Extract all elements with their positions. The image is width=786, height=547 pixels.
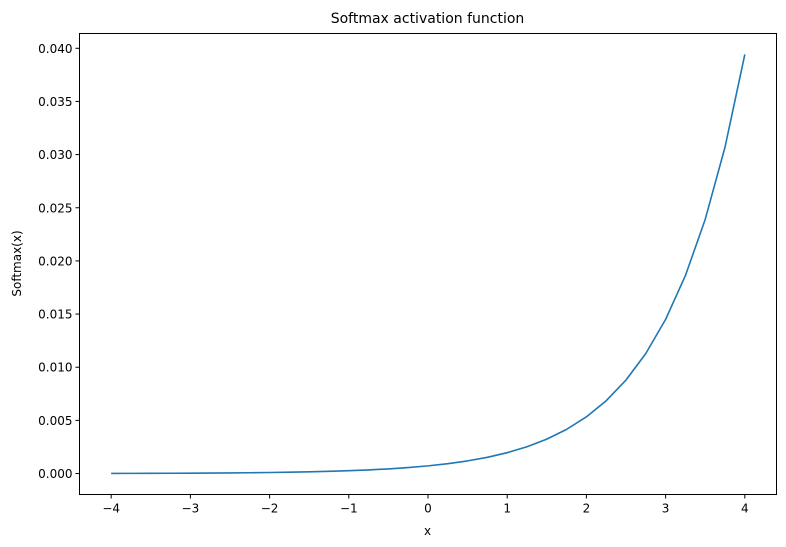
y-tick-label: 0.010 [38, 361, 72, 375]
x-tick-label: 0 [424, 502, 432, 516]
x-tick-label: 4 [741, 502, 749, 516]
y-tick-label: 0.005 [38, 414, 72, 428]
softmax-curve [111, 54, 746, 475]
axis-ticks: −4 −3 −2 −1 0 1 2 3 4 0.000 0.005 0.010 0.015 0.020 0.… [38, 42, 748, 516]
x-tick-label: 1 [503, 502, 511, 516]
y-tick-label: 0.020 [38, 254, 72, 268]
y-tick-label: 0.025 [38, 201, 72, 215]
y-axis-label: Softmax(x) [10, 230, 24, 296]
y-tick-label: 0.015 [38, 308, 72, 322]
x-tick-label: 2 [583, 502, 591, 516]
x-tick-label: −1 [340, 502, 358, 516]
series-lines [111, 54, 746, 475]
y-tick-label: 0.030 [38, 148, 72, 162]
x-tick-label: −4 [102, 502, 120, 516]
y-tick-label: 0.000 [38, 467, 72, 481]
plot-frame [79, 33, 777, 495]
x-tick-label: 3 [662, 502, 670, 516]
y-tick-label: 0.035 [38, 95, 72, 109]
x-tick-label: −3 [182, 502, 200, 516]
x-tick-label: −2 [261, 502, 279, 516]
chart-title: Softmax activation function [331, 11, 525, 27]
y-tick-label: 0.040 [38, 42, 72, 56]
x-axis-label: x [424, 524, 431, 538]
